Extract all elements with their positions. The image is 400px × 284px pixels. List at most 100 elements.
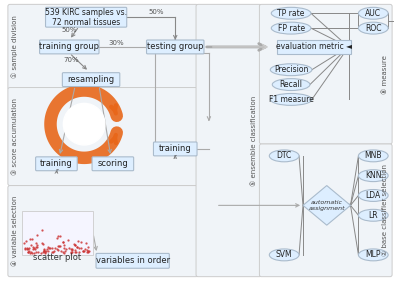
Text: training group: training group [39, 42, 99, 51]
Point [53, 247, 60, 252]
Point [29, 237, 35, 241]
Point [40, 241, 46, 246]
Point [38, 228, 45, 232]
Point [71, 242, 78, 247]
Text: DTC: DTC [276, 151, 292, 160]
Point [42, 248, 49, 253]
Point [73, 249, 79, 254]
Text: ③ score accumulation: ③ score accumulation [12, 98, 18, 175]
Point [41, 248, 48, 252]
Point [22, 246, 29, 250]
Text: 30%: 30% [109, 40, 124, 46]
Text: r rounds: r rounds [67, 125, 99, 134]
Point [57, 234, 63, 239]
Ellipse shape [269, 249, 299, 261]
Point [44, 245, 51, 249]
Ellipse shape [358, 22, 388, 34]
Point [85, 250, 91, 254]
Point [58, 248, 64, 253]
Point [27, 250, 34, 255]
Text: SVM: SVM [276, 250, 292, 259]
Text: LR: LR [368, 211, 378, 220]
Point [49, 245, 56, 250]
Point [39, 240, 46, 245]
Text: training: training [40, 159, 73, 168]
Point [55, 248, 61, 253]
Text: Recall: Recall [280, 80, 303, 89]
Point [55, 234, 62, 238]
FancyBboxPatch shape [46, 7, 127, 27]
Point [80, 249, 86, 254]
Ellipse shape [270, 64, 312, 76]
FancyBboxPatch shape [154, 142, 197, 156]
Point [63, 247, 69, 251]
Ellipse shape [270, 93, 312, 105]
Point [72, 250, 78, 254]
Point [60, 239, 67, 244]
Point [55, 244, 62, 248]
FancyBboxPatch shape [277, 39, 350, 54]
Text: 70%: 70% [63, 57, 79, 63]
Text: ROC: ROC [365, 24, 382, 33]
Point [72, 243, 78, 247]
Point [45, 246, 52, 250]
Point [25, 247, 31, 251]
Point [33, 245, 39, 249]
Point [45, 248, 51, 253]
Ellipse shape [271, 22, 311, 34]
Point [30, 245, 36, 249]
Ellipse shape [358, 150, 388, 162]
Point [68, 247, 74, 252]
Point [61, 243, 67, 247]
Point [32, 247, 38, 252]
Point [31, 246, 37, 250]
FancyBboxPatch shape [260, 4, 392, 144]
Point [60, 240, 66, 244]
Point [72, 248, 78, 253]
Point [85, 245, 91, 249]
Point [24, 250, 31, 255]
Point [69, 247, 75, 252]
Point [28, 250, 35, 255]
Point [74, 244, 80, 249]
Point [41, 249, 47, 254]
Ellipse shape [358, 170, 388, 181]
Text: evaluation metric ◄: evaluation metric ◄ [276, 42, 352, 51]
Point [86, 249, 92, 253]
Text: LDA: LDA [366, 191, 381, 200]
Point [26, 248, 32, 253]
Point [41, 249, 47, 253]
Point [26, 245, 32, 250]
Point [28, 243, 35, 247]
FancyBboxPatch shape [62, 73, 120, 87]
Point [72, 243, 78, 247]
Point [49, 249, 55, 254]
FancyBboxPatch shape [8, 87, 198, 185]
Point [81, 248, 87, 253]
Point [78, 240, 84, 244]
Point [60, 250, 67, 255]
Point [34, 243, 40, 247]
Circle shape [63, 103, 105, 145]
FancyBboxPatch shape [92, 157, 134, 171]
Text: 50%: 50% [61, 27, 77, 33]
Text: MLP: MLP [366, 250, 381, 259]
Point [22, 247, 28, 251]
Polygon shape [303, 185, 350, 225]
Point [53, 235, 60, 240]
Point [56, 244, 63, 248]
Point [51, 249, 57, 254]
Text: r: r [55, 168, 58, 174]
Point [24, 247, 30, 251]
Point [75, 239, 81, 243]
Point [30, 247, 36, 251]
Ellipse shape [269, 150, 299, 162]
Text: 539 KIRC samples vs.
72 normal tissues: 539 KIRC samples vs. 72 normal tissues [45, 8, 127, 27]
Point [42, 250, 48, 255]
Point [80, 249, 86, 253]
Text: 50%: 50% [148, 9, 164, 15]
Point [82, 247, 88, 251]
Point [40, 250, 46, 255]
FancyBboxPatch shape [22, 211, 93, 255]
Text: variables in order: variables in order [96, 256, 170, 265]
